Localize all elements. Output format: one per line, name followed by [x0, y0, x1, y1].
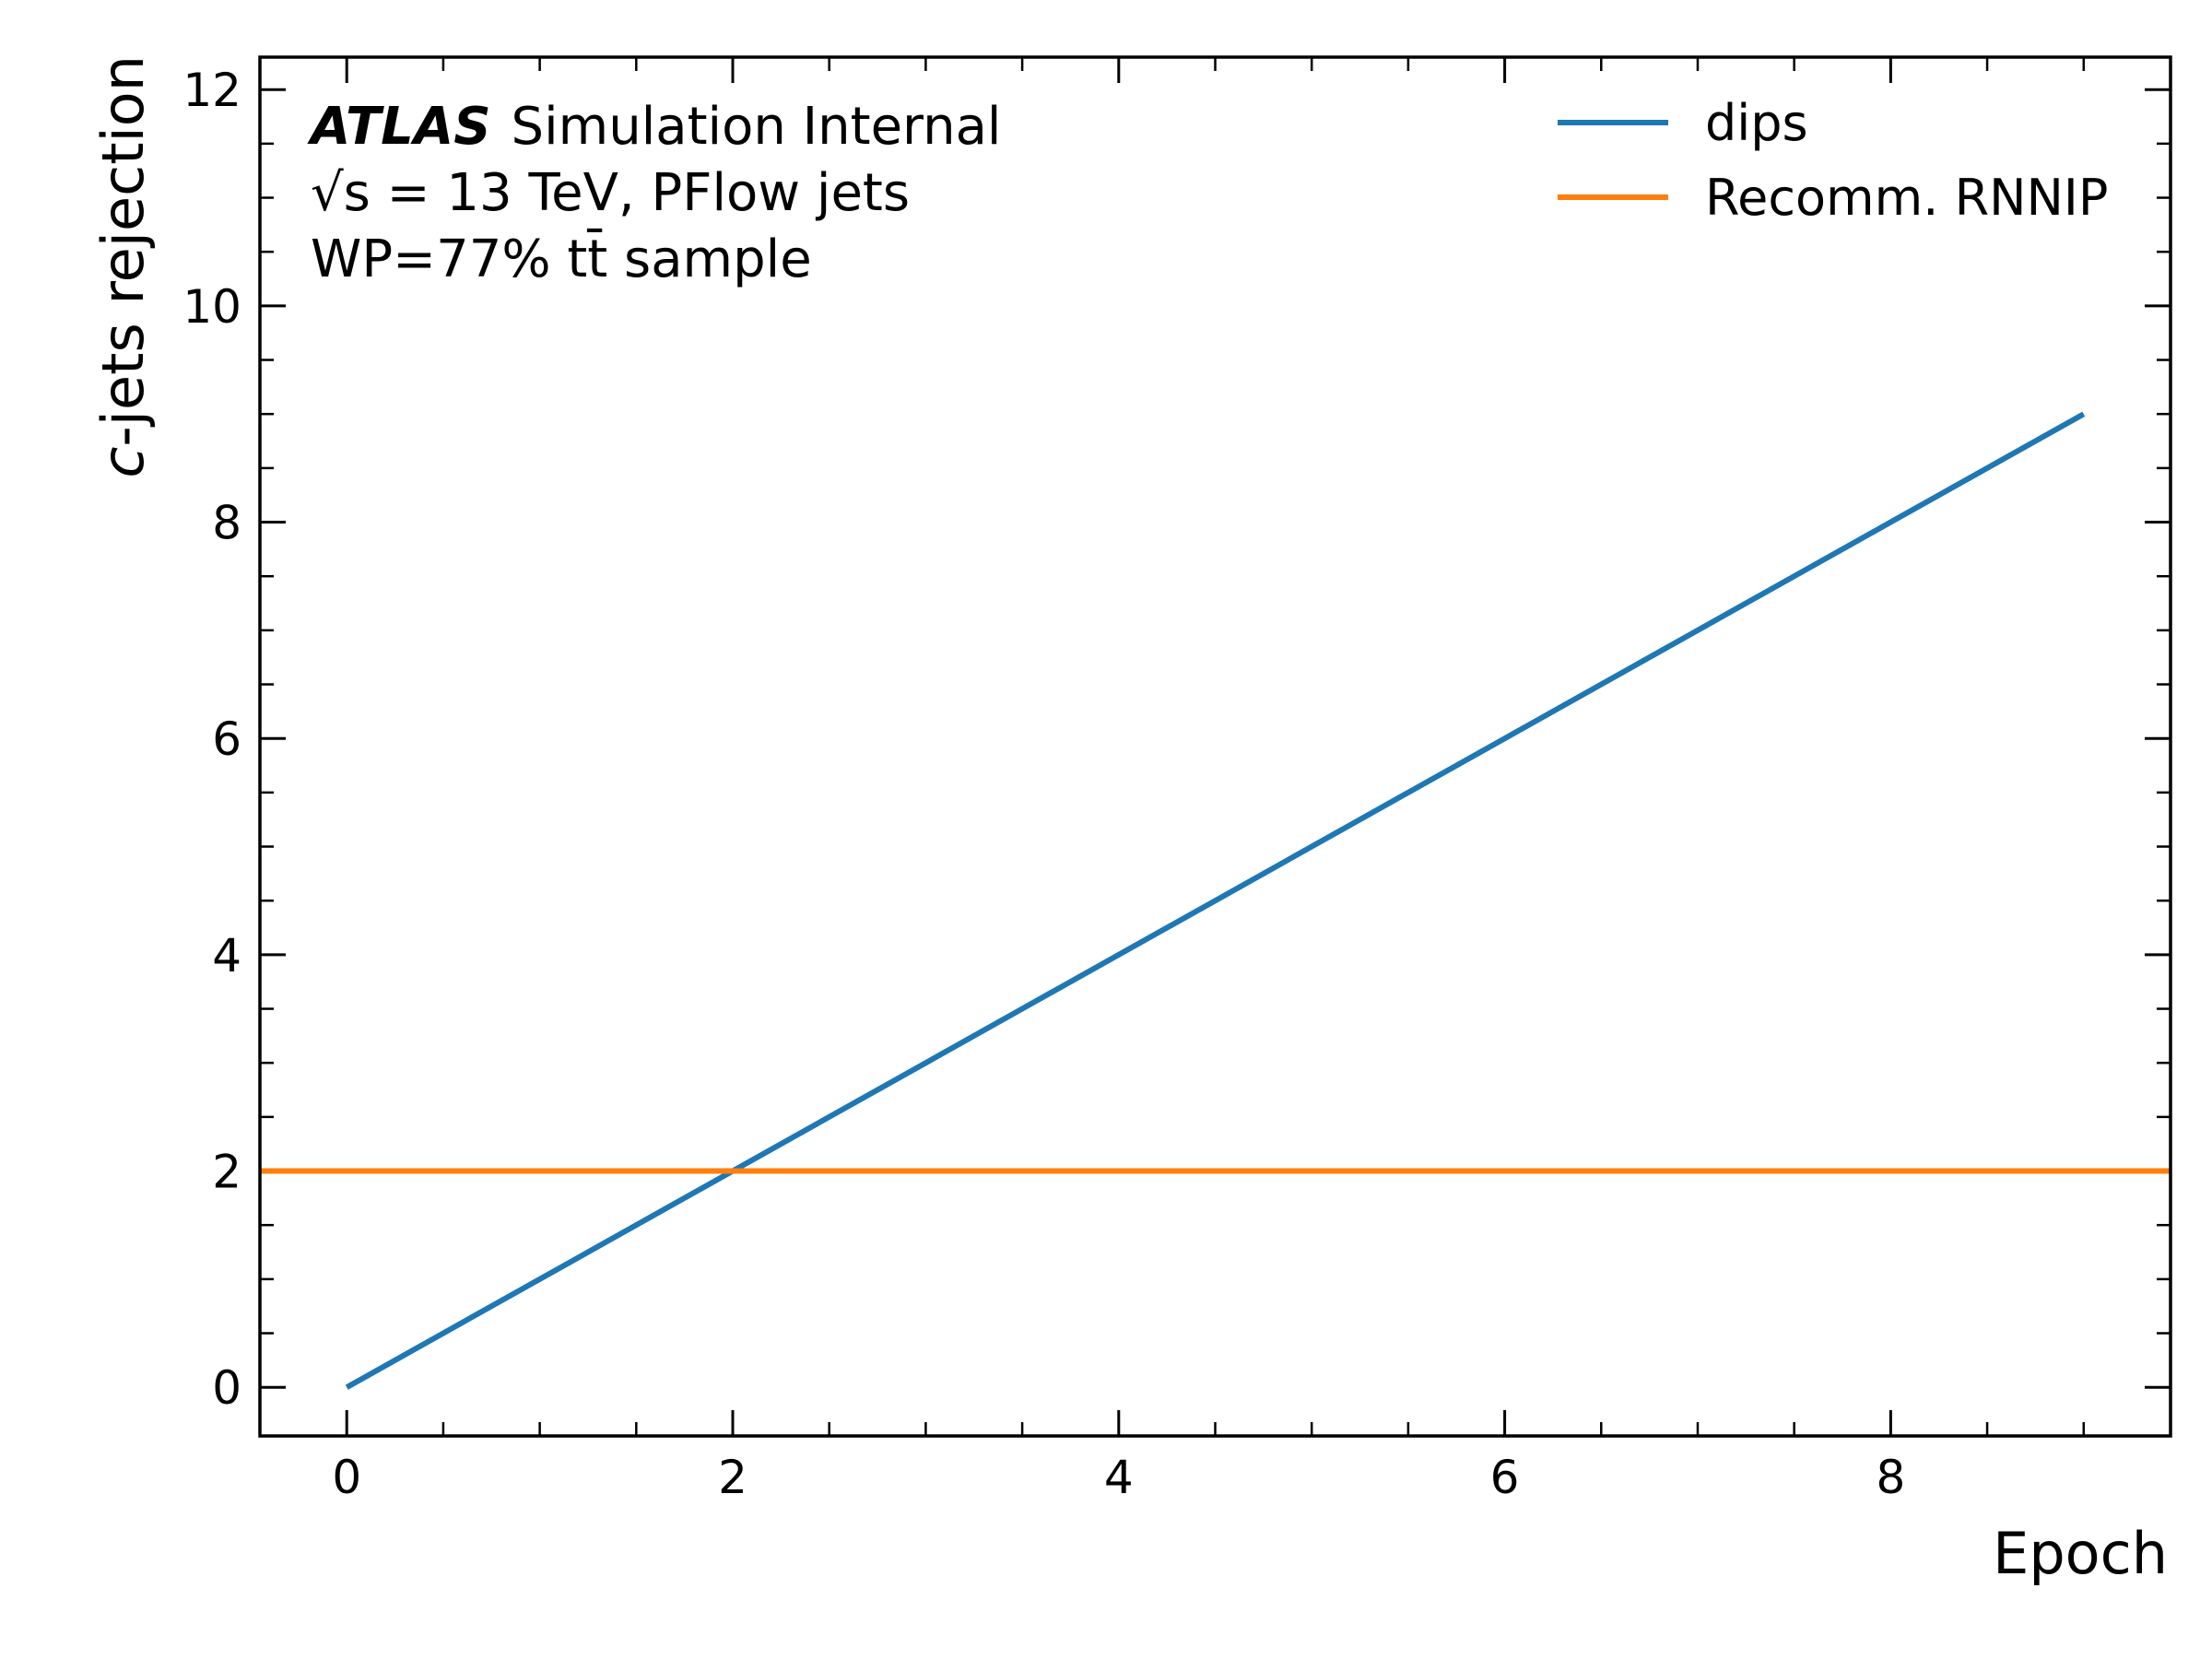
x-tick-label: 8: [1876, 1451, 1905, 1504]
x-tick-label: 6: [1490, 1451, 1520, 1504]
minor-ticks: [260, 57, 2171, 1436]
energy-label: √s = 13 TeV, PFlow jets: [311, 163, 910, 223]
y-tick-label: 10: [182, 280, 241, 334]
y-axis-label: c-jets rejection: [89, 55, 157, 478]
simulation-internal-label: Simulation Internal: [512, 97, 1002, 157]
plot-background: [260, 57, 2171, 1436]
y-tick-label: 4: [212, 929, 241, 982]
atlas-label: ATLAS: [307, 97, 491, 157]
x-tick-label: 2: [718, 1451, 747, 1504]
x-axis-label: Epoch: [1993, 1520, 2168, 1587]
series-layer: [260, 411, 2171, 1390]
series-line-dips: [345, 411, 2086, 1390]
plot-frame: [258, 55, 2172, 1438]
x-tick-label: 4: [1104, 1451, 1134, 1504]
y-tick-label: 12: [182, 64, 241, 117]
legend: dips Recomm. RNNIP: [1558, 94, 2108, 227]
y-tick-label: 2: [212, 1146, 241, 1199]
sample-label: WP=77% tt̄ sample: [311, 229, 812, 289]
legend-label-recomm-rnnip: Recomm. RNNIP: [1705, 169, 2108, 227]
legend-label-dips: dips: [1705, 94, 1808, 152]
atlas-annotation: ATLAS Simulation Internal √s = 13 TeV, PF…: [307, 97, 1001, 289]
x-tick-label: 0: [332, 1451, 361, 1504]
y-tick-label: 0: [212, 1361, 241, 1415]
y-tick-label: 8: [212, 497, 241, 550]
y-tick-label: 6: [212, 712, 241, 766]
major-ticks: [260, 57, 2171, 1436]
tick-labels: 0 2 4 6 8 0 2 4 6 8 10 12: [182, 64, 1905, 1504]
